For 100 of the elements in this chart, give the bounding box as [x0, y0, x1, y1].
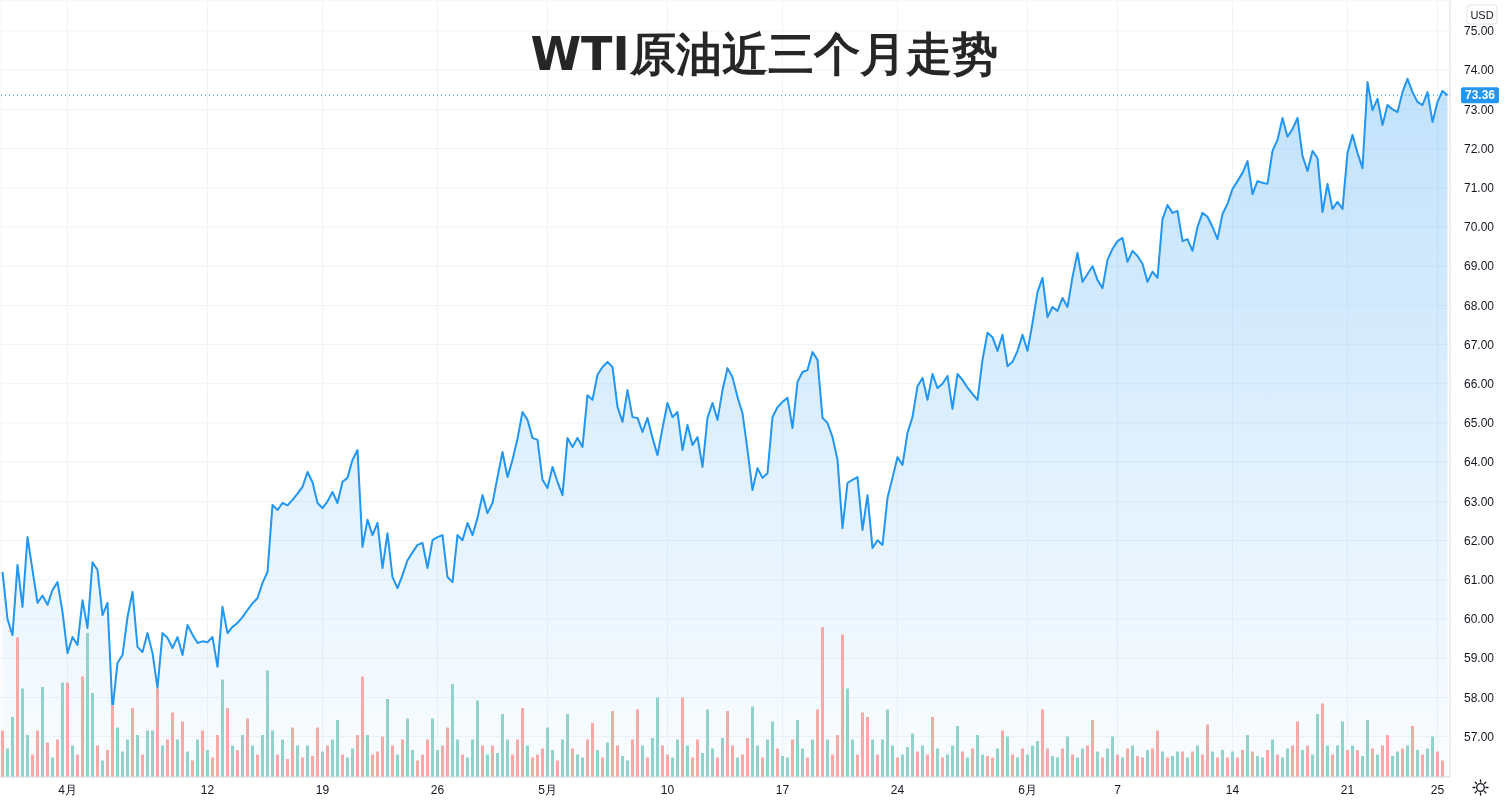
bar — [756, 745, 759, 777]
bar — [836, 735, 839, 777]
bar — [816, 709, 819, 777]
bar — [1411, 726, 1414, 777]
bar — [1311, 754, 1314, 777]
bar — [711, 748, 714, 777]
bar — [1021, 748, 1024, 777]
bar — [166, 739, 169, 777]
bar — [1026, 754, 1029, 777]
bar — [1006, 736, 1009, 777]
bar — [101, 760, 104, 777]
bar — [1391, 756, 1394, 777]
bar — [761, 757, 764, 777]
bar — [1266, 750, 1269, 777]
bar — [1301, 750, 1304, 777]
bar — [821, 627, 824, 777]
bar — [771, 721, 774, 777]
bar — [121, 751, 124, 777]
bar — [156, 688, 159, 777]
bar — [461, 754, 464, 777]
bar — [1051, 756, 1054, 777]
bar — [206, 750, 209, 777]
bar — [616, 745, 619, 777]
x-tick-label: 17 — [775, 782, 790, 797]
bar — [1281, 757, 1284, 777]
bar — [1216, 757, 1219, 777]
bar — [211, 757, 214, 777]
bar — [1201, 754, 1204, 777]
bar — [361, 676, 364, 777]
bar — [631, 739, 634, 777]
bar — [411, 750, 414, 777]
bar — [981, 754, 984, 777]
bar — [76, 754, 79, 777]
bar — [1176, 751, 1179, 777]
bar — [406, 718, 409, 777]
y-tick-label: 58.00 — [1464, 690, 1495, 705]
bar — [556, 760, 559, 777]
bar — [1241, 750, 1244, 777]
bar — [1016, 757, 1019, 777]
bar — [776, 748, 779, 777]
bar — [1096, 751, 1099, 777]
bar — [246, 718, 249, 777]
x-tick-label: 10 — [660, 782, 675, 797]
bar — [551, 750, 554, 777]
bar — [421, 754, 424, 777]
bar — [126, 739, 129, 777]
bar — [886, 709, 889, 777]
y-tick-label: 69.00 — [1464, 259, 1495, 274]
bar — [16, 637, 19, 777]
bar — [431, 718, 434, 777]
bar — [1291, 745, 1294, 777]
bar — [71, 745, 74, 777]
bar — [861, 712, 864, 777]
bar — [1186, 757, 1189, 777]
bar — [1001, 730, 1004, 777]
x-tick-label: 19 — [315, 782, 330, 797]
x-tick-label: 25 — [1430, 782, 1445, 797]
bar — [1326, 745, 1329, 777]
ref-line-label: 73.36 — [1464, 88, 1496, 103]
bar — [316, 727, 319, 777]
text: WTI原油近三个月走势 — [530, 27, 998, 81]
bar — [611, 711, 614, 777]
bar — [26, 735, 29, 777]
bar — [1166, 757, 1169, 777]
bar — [21, 688, 24, 777]
y-tick-label: 62.00 — [1464, 533, 1495, 548]
x-tick-label: 6月 — [1018, 782, 1037, 797]
bar — [171, 712, 174, 777]
bar — [781, 756, 784, 777]
bar — [1, 730, 4, 777]
bar — [891, 745, 894, 777]
bar — [1181, 751, 1184, 777]
bar — [661, 745, 664, 777]
bar — [146, 730, 149, 777]
bar — [1426, 748, 1429, 777]
bar — [1421, 754, 1424, 777]
bar — [1321, 703, 1324, 777]
bar — [186, 751, 189, 777]
bar — [701, 753, 704, 777]
bar — [1071, 754, 1074, 777]
bar — [996, 748, 999, 777]
bar — [1256, 756, 1259, 777]
bar — [596, 750, 599, 777]
bar — [646, 757, 649, 777]
bar — [576, 754, 579, 777]
bar — [1441, 760, 1444, 777]
bar — [1371, 748, 1374, 777]
bar — [356, 735, 359, 777]
bar — [731, 745, 734, 777]
bar — [41, 687, 44, 777]
bar — [236, 750, 239, 777]
bar — [801, 748, 804, 777]
bar — [686, 745, 689, 777]
bar — [806, 757, 809, 777]
y-tick-label: 71.00 — [1464, 181, 1495, 196]
y-tick-label: 73.00 — [1464, 102, 1495, 117]
bar — [571, 748, 574, 777]
y-tick-label: 63.00 — [1464, 494, 1495, 509]
bar — [881, 739, 884, 777]
bar — [966, 757, 969, 777]
